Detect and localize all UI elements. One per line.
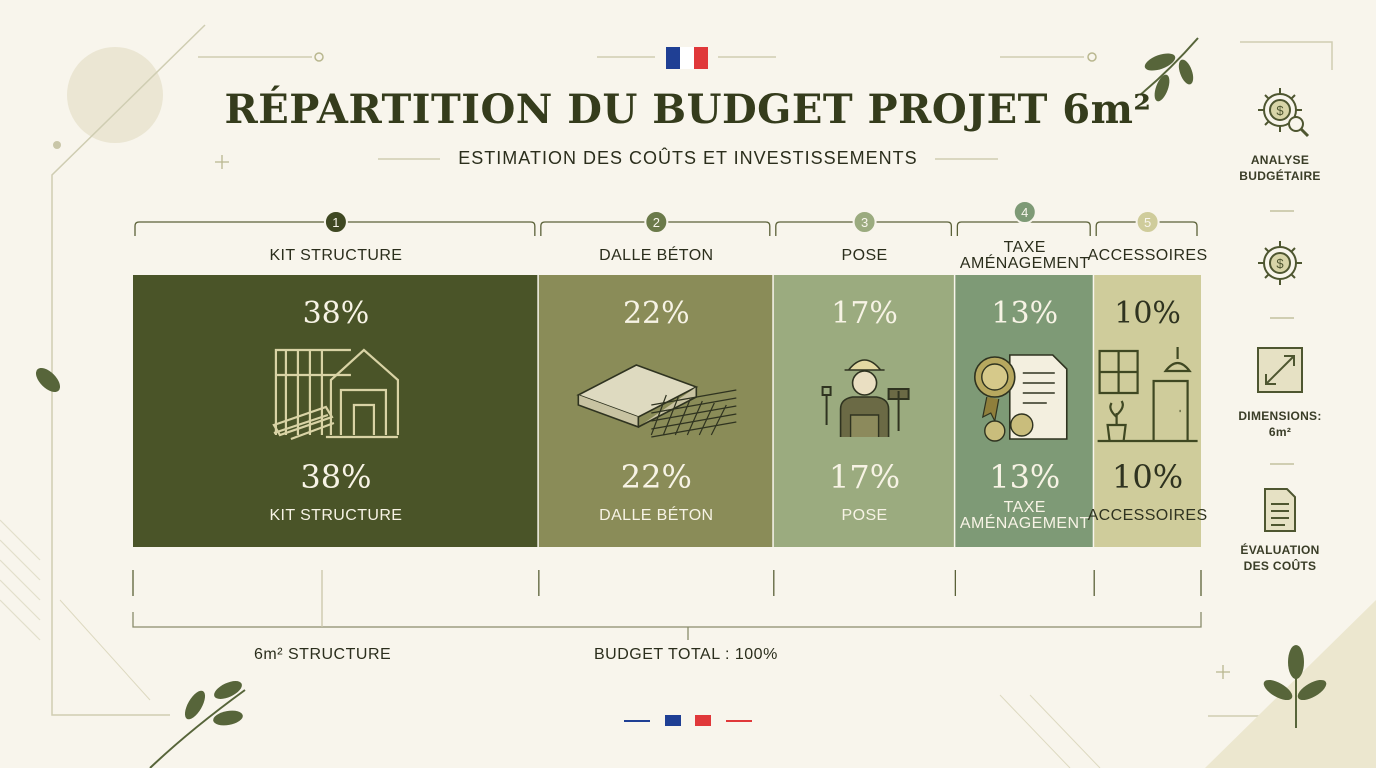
segment-label-4: TAXE AMÉNAGEMENT [960, 499, 1090, 532]
value-label-top-1: 38% [303, 296, 370, 331]
step-number-1: 1 [332, 215, 339, 230]
value-label-top-3: 17% [831, 296, 898, 331]
decor-frame-left [51, 24, 206, 716]
document-icon [1264, 488, 1296, 532]
value-label-top-4: 13% [991, 296, 1058, 331]
budget-total-label: BUDGET TOTAL : 100% [594, 646, 778, 663]
step-badge-1 [323, 210, 348, 234]
flag-white [680, 47, 694, 69]
segment-label-3: POSE [842, 507, 888, 524]
page-title: RÉPARTITION DU BUDGET PROJET 6m² [224, 86, 1152, 133]
sidebar-item-evaluation: ÉVALUATION DES COÛTS [1240, 543, 1320, 573]
leaf-branch-bottom-left [149, 681, 246, 768]
category-label-2: DALLE BÉTON [599, 245, 713, 264]
step-badge-5 [1135, 210, 1160, 234]
leaf-branch-bottom-right [1263, 645, 1327, 728]
worker-icon [821, 359, 910, 437]
segment-label-2: DALLE BÉTON [599, 505, 713, 524]
total-bracket [132, 612, 1202, 628]
decor-circle [67, 47, 163, 143]
resize-arrow-icon [1257, 347, 1303, 393]
accessories-icon [1097, 347, 1198, 443]
concrete-slab-icon [576, 364, 737, 438]
decor-corner [1205, 600, 1376, 768]
tax-document-icon [973, 354, 1068, 442]
value-label-bottom-3: 17% [829, 458, 900, 496]
step-number-3: 3 [861, 215, 868, 230]
bracket-4 [956, 221, 1091, 236]
category-label-1: KIT STRUCTURE [269, 247, 402, 264]
value-label-bottom-5: 10% [1112, 458, 1183, 496]
step-number-2: 2 [653, 215, 660, 230]
leaf-branch-top-right [1139, 37, 1199, 102]
svg-text:$: $ [1276, 256, 1284, 271]
step-number-5: 5 [1144, 215, 1151, 230]
sidebar-item-dimensions: DIMENSIONS: 6m² [1238, 409, 1322, 439]
house-frame-icon [272, 348, 400, 441]
decor-dot [53, 141, 61, 149]
segment-label-1: KIT STRUCTURE [269, 507, 402, 524]
gear-dollar-icon: $ [1258, 241, 1302, 285]
step-number-4: 4 [1021, 205, 1028, 220]
structure-label: 6m² STRUCTURE [254, 646, 392, 663]
gear-magnifier-icon: $ [1258, 88, 1310, 138]
value-label-bottom-1: 38% [300, 458, 371, 496]
value-label-top-2: 22% [623, 296, 690, 331]
step-badge-3 [852, 210, 877, 234]
bar-segment-1 [133, 275, 538, 547]
page-subtitle: ESTIMATION DES COÛTS ET INVESTISSEMENTS [458, 148, 918, 168]
svg-text:$: $ [1276, 103, 1284, 118]
french-flag-icon [666, 47, 708, 69]
value-label-top-5: 10% [1114, 296, 1181, 331]
category-label-3: POSE [842, 247, 888, 264]
segment-label-5: ACCESSOIRES [1088, 507, 1208, 524]
value-label-bottom-2: 22% [621, 458, 692, 496]
bar-segment-2 [538, 275, 773, 547]
leaf-left [35, 367, 61, 393]
step-badge-4 [1012, 200, 1037, 224]
sidebar-item-analyse: ANALYSE BUDGÉTAIRE [1239, 153, 1321, 183]
sidebar: $ $ ANALYSE BUDGÉTAIRE DIMENSIONS: 6m² É… [1222, 0, 1342, 768]
value-label-bottom-4: 13% [989, 458, 1060, 496]
flag-red [694, 47, 708, 69]
step-badge-2 [644, 210, 669, 234]
flag-blue [666, 47, 680, 69]
category-label-5: ACCESSOIRES [1088, 247, 1208, 264]
category-label-4: TAXE AMÉNAGEMENT [960, 239, 1090, 272]
decor-hatch [0, 519, 41, 641]
